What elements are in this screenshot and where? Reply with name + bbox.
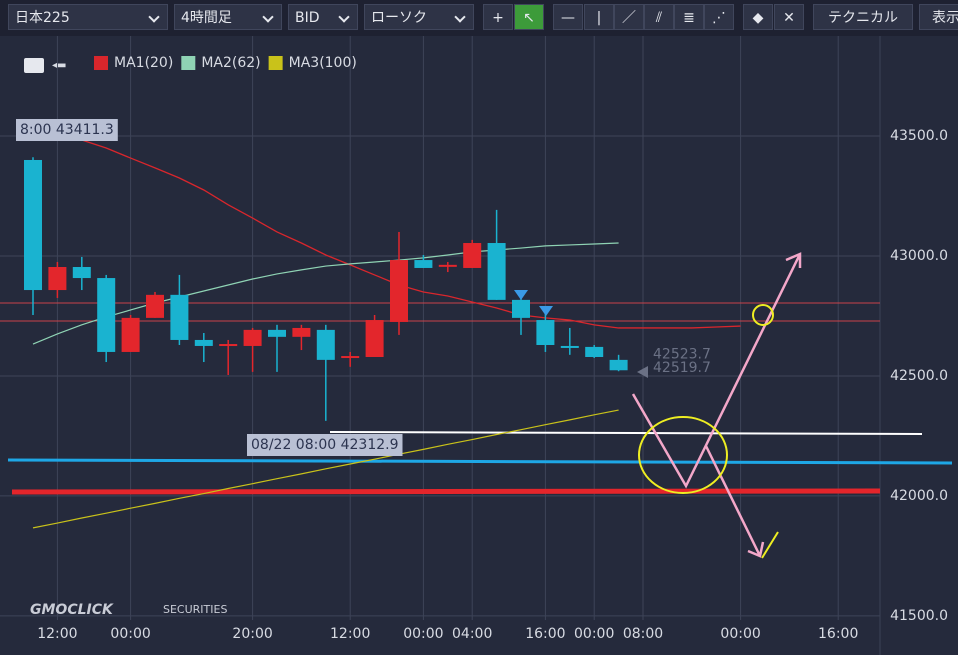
marker [637, 366, 648, 378]
legend-label: MA1(20) [114, 55, 173, 71]
x-tick-label: 00:00 [110, 626, 150, 642]
x-tick-label: 16:00 [818, 626, 858, 642]
crosshair-tool[interactable]: + [483, 4, 513, 30]
logo: GMOCLICK [30, 602, 114, 618]
side-select[interactable]: BID [288, 4, 358, 30]
erase-all-tool[interactable]: ✕ [774, 4, 804, 30]
candle-body [438, 264, 457, 267]
candle-body [463, 243, 482, 268]
last-low-label: 42519.7 [653, 360, 711, 376]
candle-body [292, 327, 311, 337]
x-tick-label: 00:00 [720, 626, 760, 642]
candle-body [585, 346, 604, 357]
candle-body [609, 359, 628, 371]
y-tick-label: 43000.0 [890, 248, 948, 264]
ma-line [32, 409, 619, 529]
y-tick-label: 42500.0 [890, 368, 948, 384]
ma-line [32, 131, 741, 329]
x-tick-label: 08:00 [623, 626, 663, 642]
x-tick-label: 00:00 [574, 626, 614, 642]
y-tick-label: 43500.0 [890, 128, 948, 144]
candle-body [268, 329, 286, 337]
candle-body [560, 345, 579, 348]
candle-body [365, 320, 384, 357]
candle-body [219, 344, 238, 347]
candle-body [121, 317, 140, 352]
annotation-text: 8:00 43411.3 [20, 122, 114, 138]
display-button[interactable]: 表示 [919, 4, 958, 30]
candle-body [243, 329, 262, 346]
trend-tool[interactable]: ／ [614, 4, 644, 30]
legend-swatch [181, 56, 196, 70]
comment-icon[interactable] [24, 58, 44, 73]
annotation: 8:00 43411.3 [16, 119, 118, 141]
drawn-line [11, 488, 881, 495]
marker [539, 306, 553, 316]
x-tick-label: 00:00 [403, 626, 443, 642]
legend-swatch [268, 56, 283, 70]
candle-body [512, 299, 530, 318]
legend-label: MA2(62) [201, 55, 260, 71]
candle-body [24, 159, 42, 291]
legend-icon[interactable]: ◂▬ [52, 60, 66, 71]
highlight [638, 416, 728, 494]
x-tick-label: 20:00 [232, 626, 272, 642]
annotation-box [247, 434, 403, 456]
drawn-line [329, 431, 923, 435]
x-tick-label: 12:00 [37, 626, 77, 642]
timeframe-select[interactable]: 4時間足 [174, 4, 282, 30]
last-close-label: 42523.7 [653, 346, 711, 362]
drawn-line [7, 458, 953, 465]
annotation-text: 08/22 08:00 42312.9 [251, 437, 399, 453]
logo-suffix: SECURITIES [163, 603, 227, 616]
chart: 41500.0 42000.0 42500.0 43000.0 43500.0 12:00… [0, 36, 953, 655]
candle-body [487, 243, 506, 300]
candle-body [390, 260, 408, 322]
y-tick-label: 42000.0 [890, 488, 948, 504]
pointer-tool[interactable]: ↖ [514, 4, 544, 30]
candle-body [341, 356, 360, 359]
x-tick-label: 16:00 [525, 626, 565, 642]
candle-body [316, 329, 335, 360]
highlight [761, 531, 779, 559]
eraser-tool[interactable]: ◆ [743, 4, 773, 30]
candle-body [414, 260, 433, 268]
x-tick-label: 04:00 [452, 626, 492, 642]
legend-swatch [94, 56, 108, 70]
candles [24, 157, 628, 421]
marker [514, 290, 528, 300]
hline-tool[interactable]: — [553, 4, 583, 30]
symbol-select[interactable]: 日本225 [8, 4, 168, 30]
candle-body [170, 294, 189, 340]
candle-body [48, 267, 67, 291]
candle-body [72, 267, 91, 279]
candle-body [146, 294, 164, 318]
highlight [752, 304, 774, 326]
y-tick-label: 41500.0 [890, 608, 948, 624]
fib-tool[interactable]: ≣ [674, 4, 704, 30]
fan-tool[interactable]: ⋰ [704, 4, 734, 30]
channel-tool[interactable]: ⫽ [644, 4, 674, 30]
technical-button[interactable]: テクニカル [813, 4, 913, 30]
vline-tool[interactable]: | [584, 4, 614, 30]
annotation: 08/22 08:00 42312.9 [247, 434, 403, 456]
style-select[interactable]: ローソク [364, 4, 474, 30]
candle-body [194, 339, 213, 346]
x-tick-label: 12:00 [330, 626, 370, 642]
legend-label: MA3(100) [289, 55, 357, 71]
candle-body [97, 278, 116, 352]
toolbar: 日本225 4時間足 BID ローソク + ↖ — | ／ ⫽ ≣ ⋰ ◆ ✕ … [0, 0, 958, 36]
candle-body [536, 320, 555, 345]
ma-line [32, 242, 619, 345]
annotation-box [16, 119, 118, 141]
arrow [631, 252, 802, 558]
